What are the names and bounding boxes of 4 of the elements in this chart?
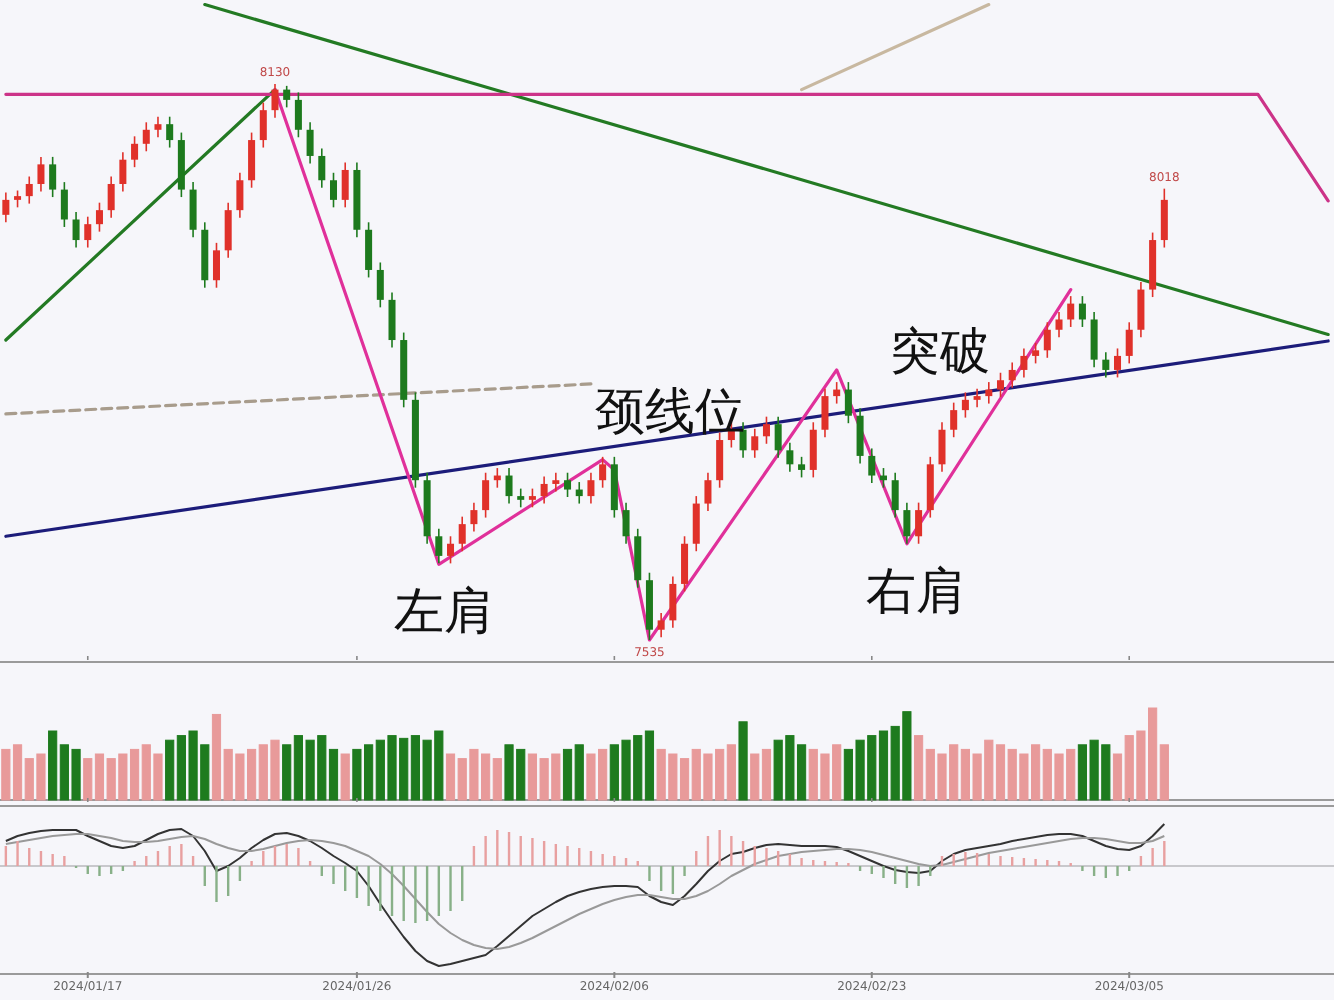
annotation: 突破 — [890, 322, 990, 380]
annotation: 左肩 — [394, 582, 494, 640]
annotation: 颈线位 — [595, 382, 745, 440]
annotation: 右肩 — [866, 562, 966, 620]
